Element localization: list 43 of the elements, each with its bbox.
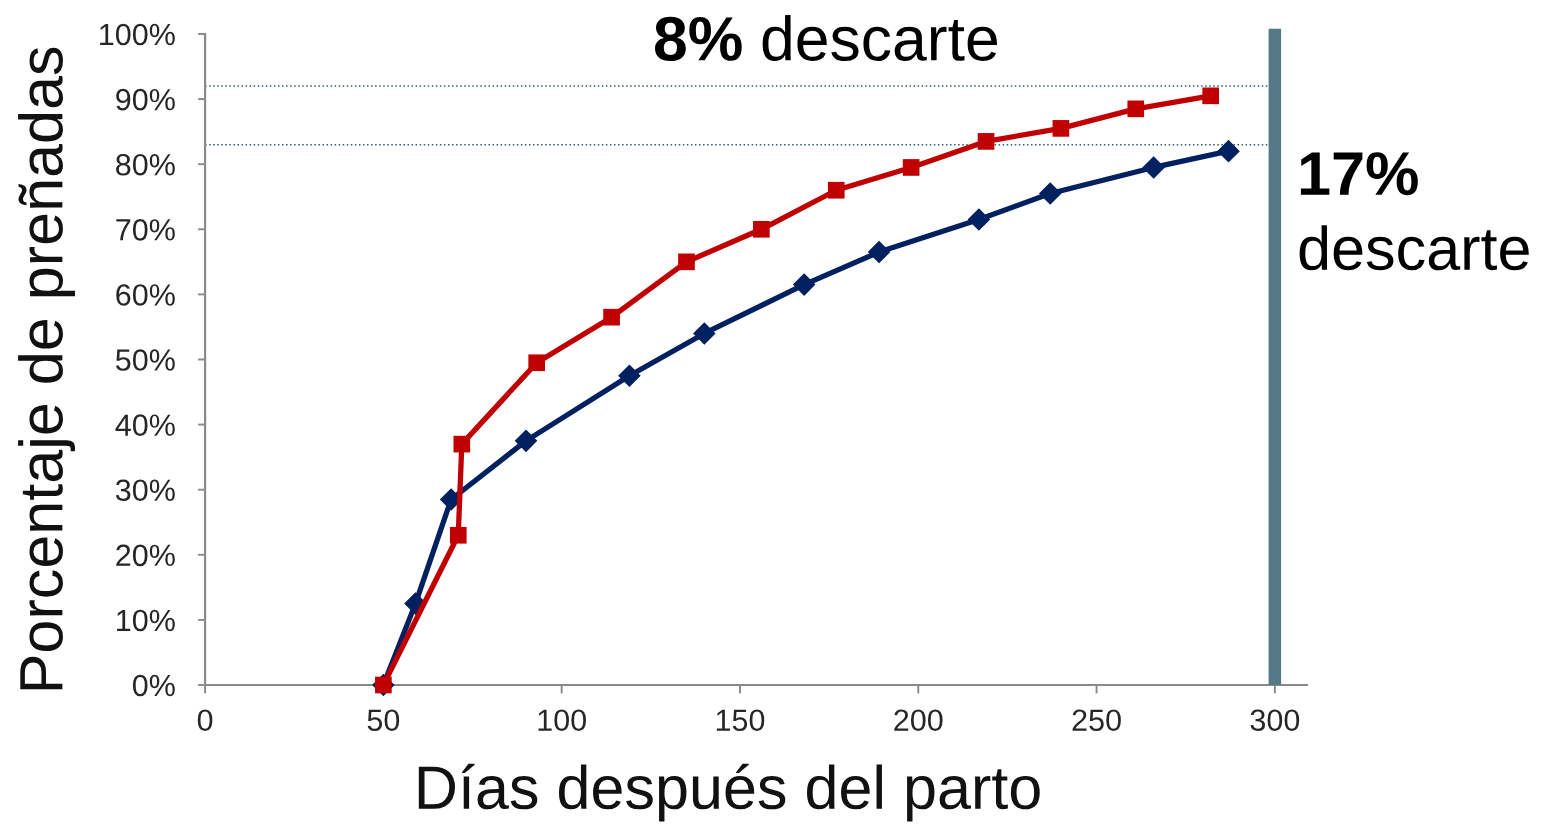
y-tick-label: 0%: [132, 674, 175, 697]
x-tick-label: 0: [197, 709, 213, 732]
x-axis-title: Días después del parto: [418, 763, 1040, 822]
x-tick-label: 250: [1072, 709, 1121, 732]
y-tick-label: 80%: [116, 153, 175, 176]
y-tick-label: 60%: [116, 284, 175, 306]
y-tick-label: 70%: [116, 219, 175, 241]
point: [1038, 182, 1062, 205]
point: [678, 253, 695, 271]
point: [618, 364, 641, 388]
point: [753, 220, 770, 238]
point: [792, 273, 816, 296]
point: [449, 526, 467, 544]
point: [867, 240, 891, 264]
ref-line-label: 8% descarte: [654, 15, 997, 61]
point: [1142, 156, 1165, 179]
x-tick-label: 150: [716, 709, 765, 732]
y-tick-label: 10%: [117, 609, 175, 632]
y-tick-label: 30%: [115, 479, 175, 502]
point: [1202, 87, 1220, 105]
point: [514, 429, 538, 453]
point: [1127, 100, 1145, 118]
x-tick-label: 50: [367, 709, 400, 732]
point: [603, 308, 620, 326]
x-tick-label: 200: [894, 709, 943, 732]
ref-line-label: 17% descarte: [1299, 152, 1529, 271]
point: [902, 159, 920, 176]
y-tick-label: 20%: [116, 544, 175, 567]
y-axis-title: Porcentaje de preñadas: [18, 47, 76, 690]
point: [1217, 139, 1240, 163]
point: [967, 208, 991, 231]
point: [528, 354, 546, 372]
point: [827, 181, 845, 199]
point: [1052, 120, 1070, 137]
x-tick-label: 100: [538, 709, 586, 732]
x-tick-label: 300: [1250, 709, 1300, 732]
y-tick-label: 100%: [100, 23, 175, 46]
point: [453, 435, 471, 453]
y-tick-label: 50%: [115, 349, 175, 371]
point: [693, 322, 716, 345]
y-tick-label: 40%: [115, 414, 175, 436]
y-tick-label: 90%: [116, 88, 175, 111]
point: [977, 133, 995, 150]
